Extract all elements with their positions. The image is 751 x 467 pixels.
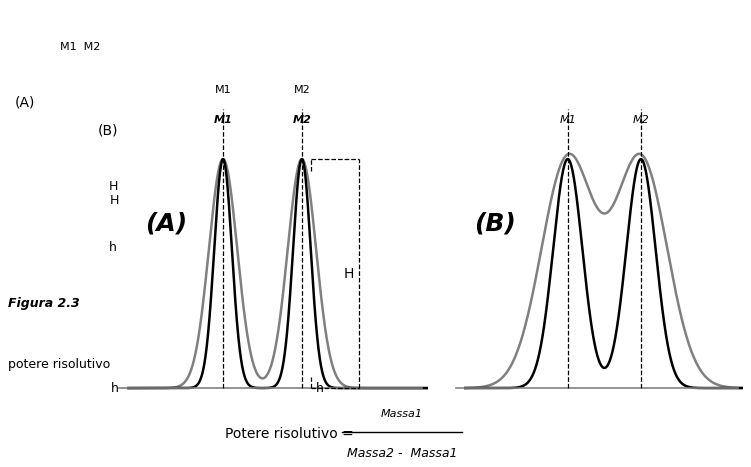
Text: h: h bbox=[111, 382, 119, 395]
Text: (B): (B) bbox=[474, 211, 515, 235]
Text: H: H bbox=[109, 180, 118, 193]
Text: M1: M1 bbox=[215, 85, 231, 95]
Text: M1  M2: M1 M2 bbox=[60, 42, 101, 52]
Text: H: H bbox=[343, 267, 354, 281]
Text: (A): (A) bbox=[15, 96, 35, 110]
Text: Massa2 -  Massa1: Massa2 - Massa1 bbox=[346, 447, 457, 460]
Text: Potere risolutivo =: Potere risolutivo = bbox=[225, 427, 358, 441]
Text: (A): (A) bbox=[145, 211, 187, 235]
Text: potere risolutivo: potere risolutivo bbox=[8, 358, 110, 371]
Text: M2: M2 bbox=[294, 85, 310, 95]
Text: M2: M2 bbox=[632, 115, 650, 125]
Text: M1: M1 bbox=[559, 115, 576, 125]
Text: Massa1: Massa1 bbox=[381, 410, 423, 419]
Text: h: h bbox=[316, 382, 324, 395]
Text: H: H bbox=[110, 194, 119, 207]
Text: (B): (B) bbox=[98, 124, 118, 138]
Text: Figura 2.3: Figura 2.3 bbox=[8, 297, 80, 310]
Text: h: h bbox=[109, 241, 116, 254]
Text: M2: M2 bbox=[292, 115, 312, 125]
Text: M1: M1 bbox=[213, 115, 233, 125]
